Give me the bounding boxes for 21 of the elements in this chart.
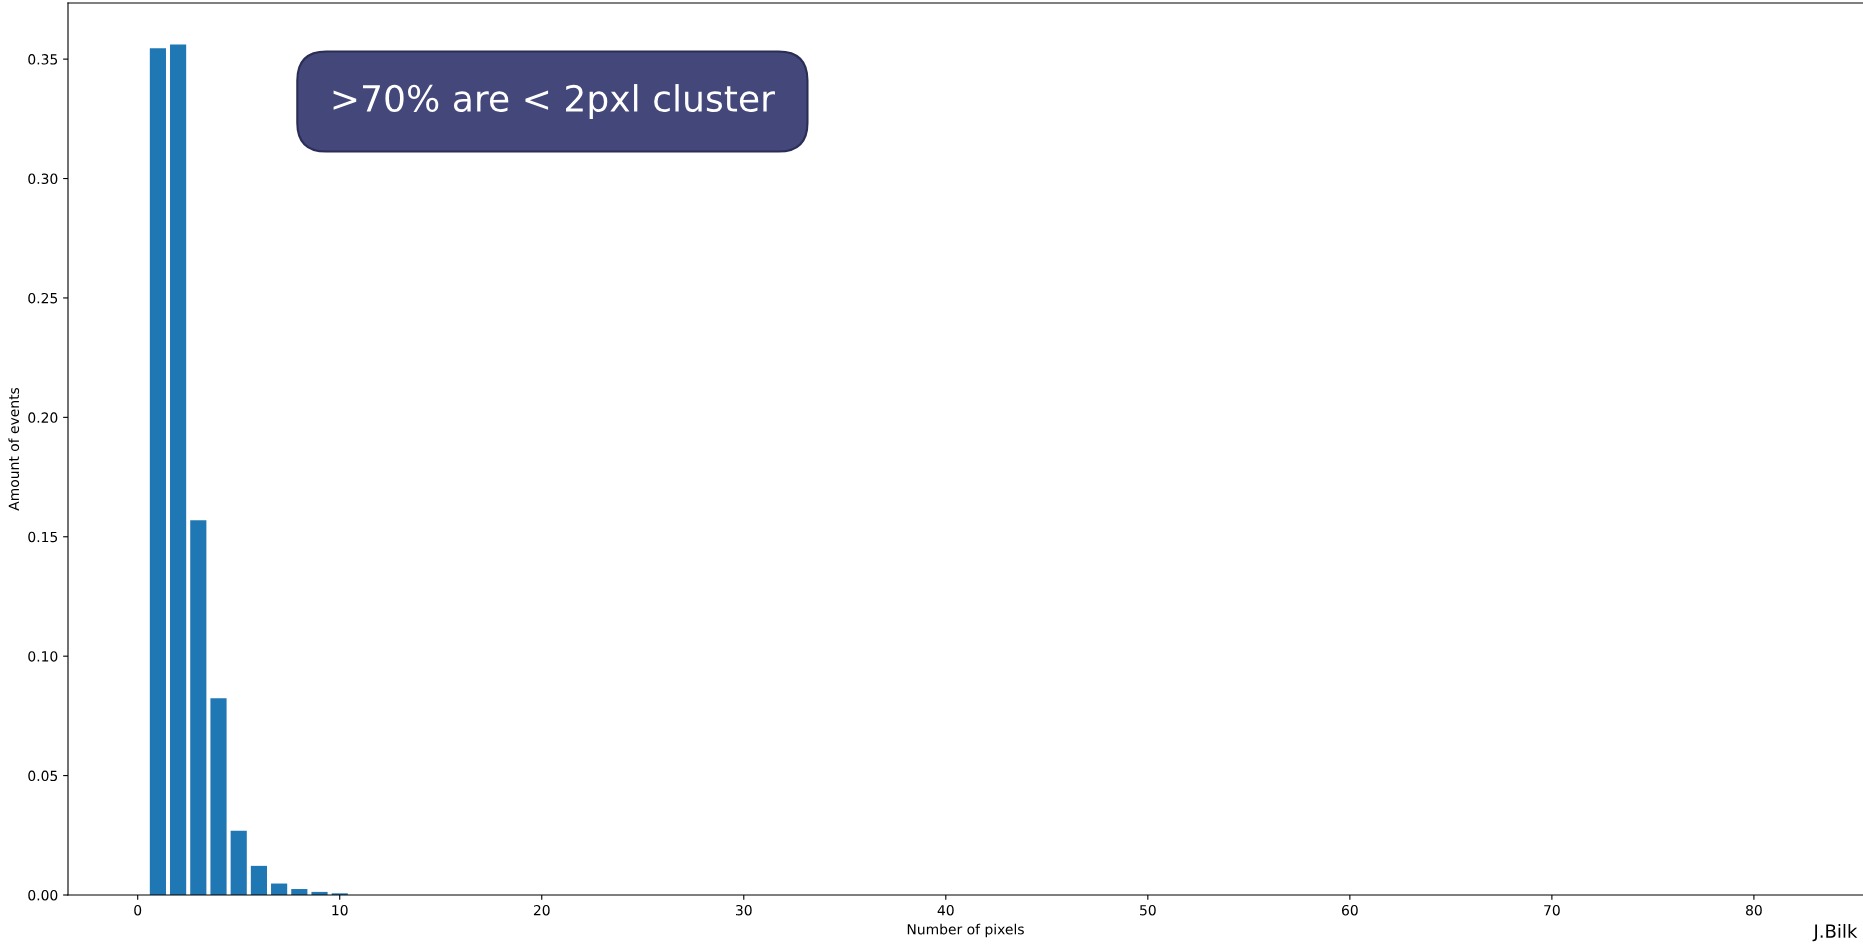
x-tick-label: 70 — [1544, 904, 1560, 916]
text: J.Bilk — [1812, 923, 1858, 942]
x-tick-label: 40 — [937, 904, 954, 916]
x-axis-title: Number of pixels — [907, 923, 1024, 938]
y-tick-label: 0.25 — [28, 292, 58, 304]
x-tick-label: 0 — [134, 904, 142, 916]
annotation: >70% are < 2pxl cluster — [333, 84, 775, 120]
y-tick-label: 0.10 — [28, 651, 58, 662]
x-tick-label: 10 — [332, 904, 348, 916]
y-tick-label: 0.35 — [28, 54, 58, 65]
x-tick-label: 60 — [1341, 904, 1358, 916]
y-tick-label: 0.30 — [28, 173, 58, 185]
y-axis-title: Amount of events — [8, 387, 20, 511]
x-tick-label: 80 — [1746, 904, 1762, 916]
x-tick-label: 30 — [736, 904, 752, 916]
y-tick-label: 0.15 — [28, 531, 58, 543]
x-tick-label: 20 — [533, 904, 550, 916]
y-tick-label: 0.20 — [28, 412, 58, 423]
x-tick-label: 50 — [1140, 904, 1156, 916]
y-tick-label: 0.05 — [28, 770, 58, 782]
y-tick-label: 0.00 — [28, 889, 58, 901]
